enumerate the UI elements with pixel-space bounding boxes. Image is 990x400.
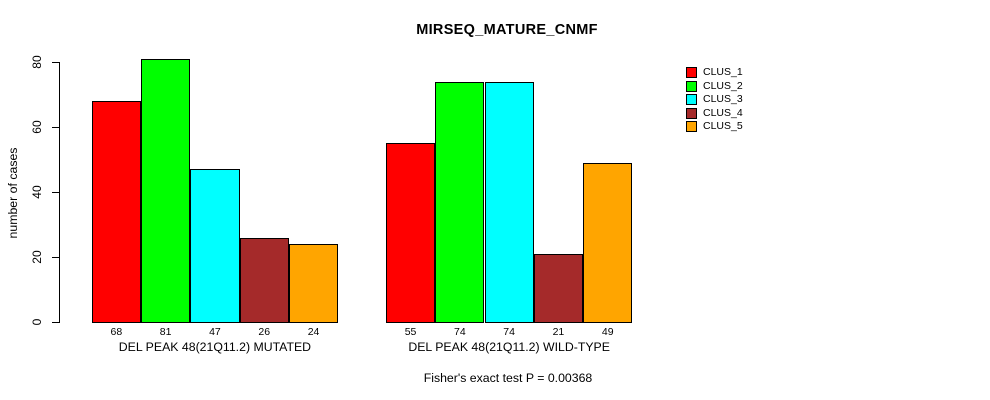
y-tick-label: 40 — [30, 185, 44, 199]
y-tick — [52, 62, 60, 63]
y-tick — [52, 322, 60, 323]
legend-color-swatch — [686, 121, 697, 133]
legend-entry-label: CLUS_4 — [703, 106, 743, 119]
bar-g2-clus_3 — [484, 81, 534, 323]
bar-value-label: 68 — [110, 326, 123, 338]
y-axis-label: number of cases — [6, 147, 20, 239]
bar-g1-clus_1 — [91, 101, 141, 323]
bar-value-label: 24 — [307, 326, 320, 338]
legend-entry-label: CLUS_5 — [703, 120, 743, 133]
bar-value-label: 74 — [453, 326, 466, 338]
legend-color-swatch — [686, 107, 697, 119]
chart-title: MIRSEQ_MATURE_CNMF — [416, 22, 598, 38]
y-tick-label: 60 — [30, 120, 44, 134]
y-tick — [52, 257, 60, 258]
x-group-label: DEL PEAK 48(21Q11.2) WILD-TYPE — [408, 340, 610, 354]
bar-g2-clus_5 — [583, 162, 633, 323]
bar-g1-clus_5 — [288, 244, 339, 323]
y-tick-label: 0 — [30, 318, 44, 326]
legend: CLUS_1 CLUS_2 CLUS_3 CLUS_4 CLUS_5 — [686, 67, 743, 135]
legend-entry: CLUS_1 — [686, 67, 743, 78]
bar-value-label: 74 — [503, 326, 515, 338]
legend-entry-label: CLUS_1 — [703, 66, 743, 78]
bar-value-label: 49 — [601, 326, 614, 338]
legend-entry: CLUS_5 — [686, 120, 743, 133]
bar-g1-clus_4 — [239, 237, 289, 323]
legend-entry-label: CLUS_2 — [703, 79, 743, 92]
bar-value-label: 26 — [258, 326, 271, 338]
bar-value-label: 81 — [159, 326, 172, 338]
bar-value-label: 55 — [404, 326, 417, 338]
legend-entry: CLUS_3 — [686, 93, 743, 106]
y-tick-label: 80 — [30, 55, 44, 69]
caption-text: Fisher's exact test P = 0.00368 — [423, 371, 593, 385]
y-tick — [52, 192, 60, 193]
x-group-label: DEL PEAK 48(21Q11.2) MUTATED — [118, 340, 312, 354]
legend-entry-label: CLUS_3 — [703, 93, 743, 106]
bar-g2-clus_4 — [533, 253, 584, 323]
y-tick-label: 20 — [30, 250, 44, 264]
legend-entry: CLUS_2 — [686, 79, 743, 92]
legend-color-swatch — [686, 67, 697, 78]
bar-g1-clus_3 — [190, 169, 240, 323]
legend-entry: CLUS_4 — [686, 106, 743, 119]
bar-g2-clus_1 — [385, 143, 436, 323]
bar-g2-clus_2 — [435, 81, 485, 323]
bar-g1-clus_2 — [141, 58, 191, 323]
legend-color-swatch — [686, 80, 697, 92]
legend-color-swatch — [686, 94, 697, 106]
bar-value-label: 47 — [209, 326, 221, 338]
bar-value-label: 21 — [552, 326, 565, 338]
y-tick — [52, 127, 60, 128]
